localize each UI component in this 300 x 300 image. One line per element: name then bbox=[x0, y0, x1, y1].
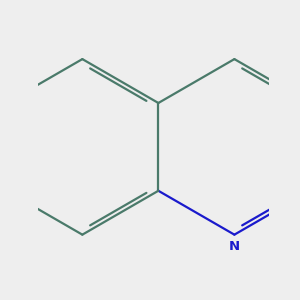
Text: N: N bbox=[229, 240, 240, 254]
